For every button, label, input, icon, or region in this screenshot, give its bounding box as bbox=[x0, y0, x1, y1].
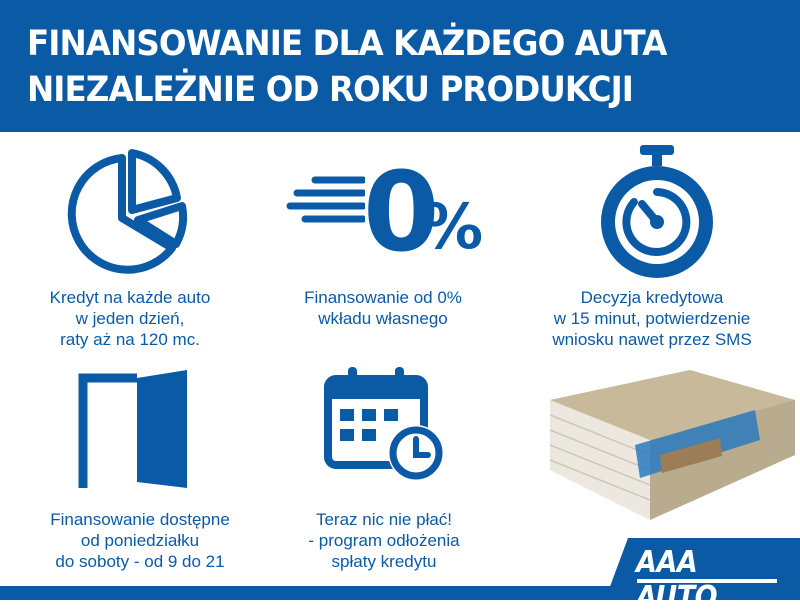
zero-glyph: 0 bbox=[363, 148, 440, 276]
caption-line: w 15 minut, potwierdzenie bbox=[553, 309, 751, 328]
headline-line-2: NIEZALEŻNIE OD ROKU PRODUKCJI bbox=[27, 70, 634, 110]
stopwatch-icon bbox=[601, 145, 713, 278]
caption-line: do soboty - od 9 do 21 bbox=[55, 552, 225, 571]
caption-line: Kredyt na każde auto bbox=[49, 288, 211, 307]
caption-line: - program odłożenia bbox=[308, 531, 460, 550]
zero-percent-icon: 0 % bbox=[285, 148, 485, 276]
pie-chart-icon bbox=[67, 149, 188, 274]
speed-lines-icon bbox=[286, 176, 365, 223]
caption-line: Teraz nic nie płać! bbox=[315, 510, 453, 529]
feature-caption-decision: Decyzja kredytowa w 15 minut, potwierdze… bbox=[522, 287, 782, 350]
feature-caption-zero-down: Finansowanie od 0% wkładu własnego bbox=[253, 287, 513, 329]
percent-glyph: % bbox=[421, 190, 484, 263]
footer-bar bbox=[0, 586, 800, 600]
caption-line: Decyzja kredytowa bbox=[580, 288, 724, 307]
caption-line: wkładu własnego bbox=[318, 309, 448, 328]
feature-caption-hours: Finansowanie dostępne od poniedziałku do… bbox=[10, 509, 270, 572]
caption-line: raty aż na 120 mc. bbox=[60, 330, 200, 349]
feature-caption-deferral: Teraz nic nie płać! - program odłożenia … bbox=[254, 509, 514, 572]
calendar-clock-icon bbox=[324, 367, 444, 481]
caption-line: od poniedziałku bbox=[80, 531, 200, 550]
open-door-icon bbox=[78, 370, 187, 488]
caption-line: w jeden dzień, bbox=[75, 309, 185, 328]
logo-underline bbox=[637, 579, 777, 583]
caption-line: Finansowanie od 0% bbox=[304, 288, 462, 307]
caption-line: wniosku nawet przez SMS bbox=[552, 330, 752, 349]
caption-line: spłaty kredytu bbox=[331, 552, 437, 571]
feature-caption-credit: Kredyt na każde auto w jeden dzień, raty… bbox=[0, 287, 260, 350]
banknotes-stack-image bbox=[549, 370, 795, 520]
header-banner: FINANSOWANIE DLA KAŻDEGO AUTA NIEZALEŻNI… bbox=[0, 0, 800, 132]
headline-line-1: FINANSOWANIE DLA KAŻDEGO AUTA bbox=[27, 24, 667, 64]
caption-line: Finansowanie dostępne bbox=[50, 510, 230, 529]
